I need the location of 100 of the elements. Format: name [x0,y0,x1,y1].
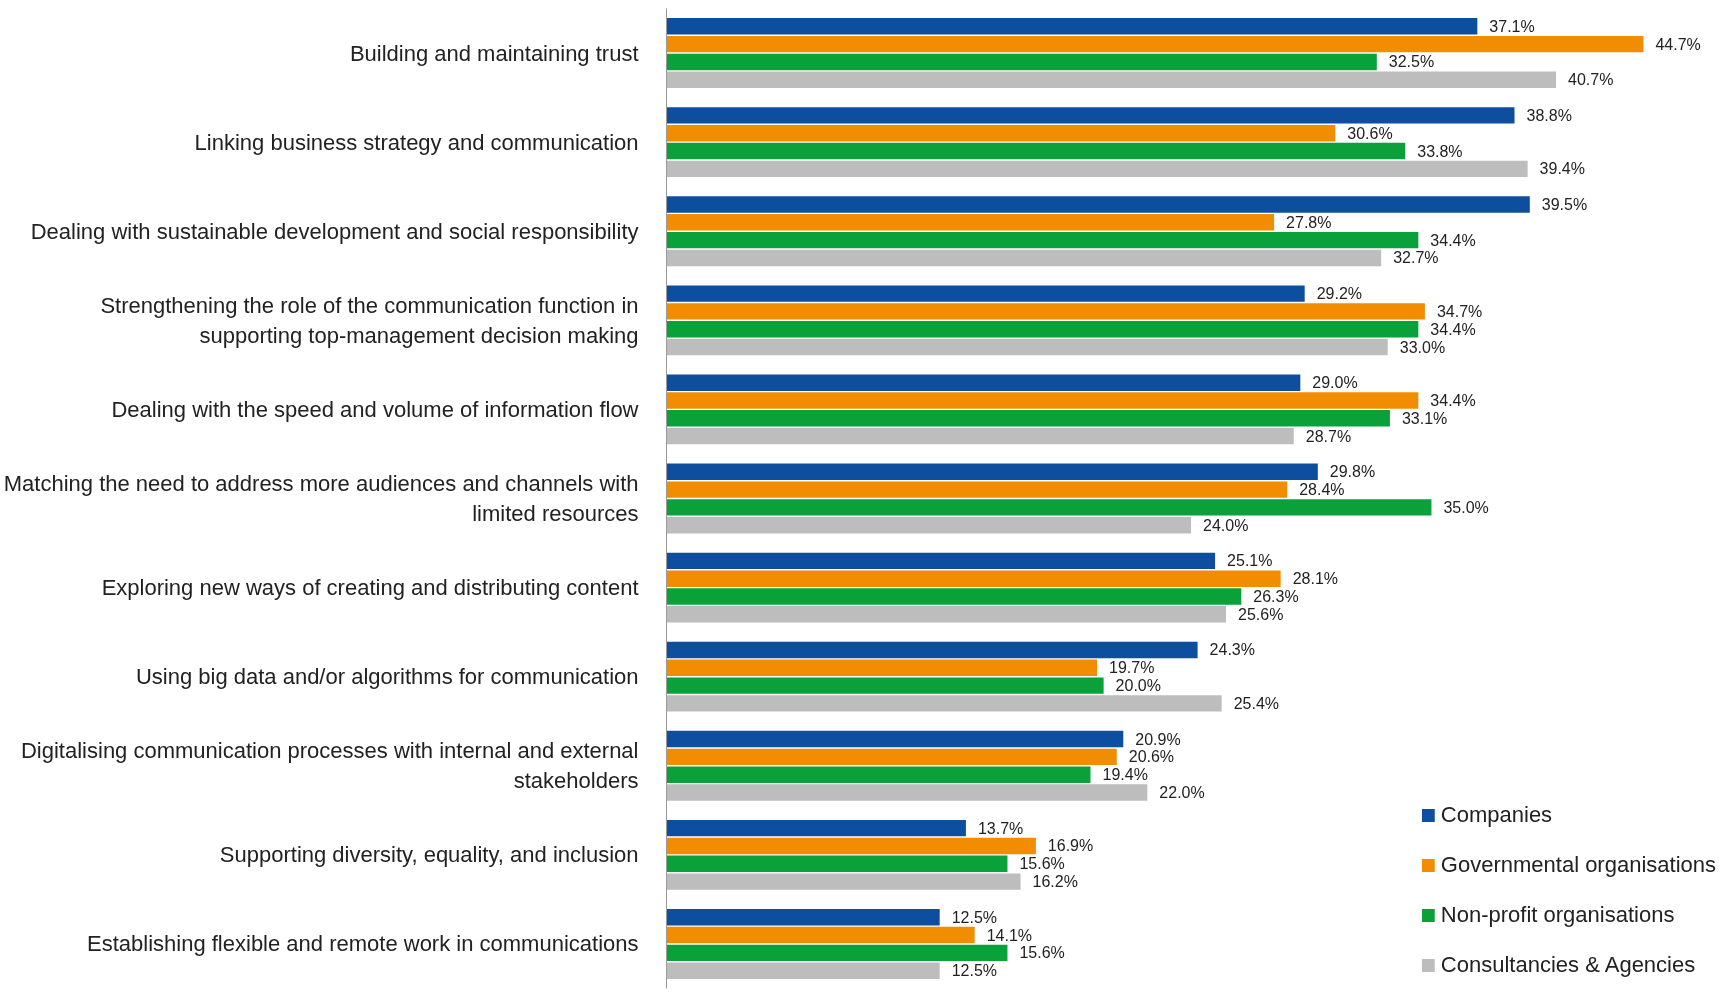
bar [666,909,940,926]
data-label: 34.4% [1430,320,1476,338]
bar [666,71,1557,88]
data-label: 15.6% [1019,855,1065,873]
bar [666,107,1515,124]
data-label: 12.5% [951,962,998,980]
data-label: 38.8% [1526,106,1572,124]
y-tick-label: Digitalising communication processes with internal and external stakeholders [20,738,639,794]
bar [666,837,1036,855]
data-label: 20.6% [1128,748,1175,766]
data-label: 29.8% [1329,463,1376,481]
bar [666,962,940,979]
data-label: 44.7% [1655,35,1701,53]
bar [666,641,1198,659]
legend-label: Consultancies & Agencies [1440,952,1696,978]
bar [666,53,1377,71]
bar [666,659,1098,676]
data-label: 34.4% [1430,231,1476,249]
y-tick-label: Dealing with sustainable development and social responsibility [30,218,639,244]
bar [666,819,966,837]
bar [666,748,1117,766]
data-label: 30.6% [1347,124,1393,142]
bar [666,499,1432,516]
data-label: 25.6% [1238,605,1284,623]
data-label: 24.0% [1203,516,1249,534]
data-label: 28.7% [1305,427,1352,445]
data-label: 22.0% [1159,784,1205,801]
bar [666,926,975,944]
data-label: 20.0% [1115,677,1161,695]
data-label: 35.0% [1443,498,1489,516]
data-label: 32.5% [1388,53,1435,71]
bar [666,855,1008,872]
bar [666,695,1222,712]
legend-label: Governmental organisations [1440,852,1716,878]
data-label: 37.1% [1489,17,1535,35]
y-tick-label: Strengthening the role of the communication function in supporting top-management decision making [100,292,639,348]
data-label: 15.6% [1019,944,1065,962]
data-label: 33.0% [1399,338,1446,356]
data-label: 33.8% [1417,142,1463,160]
bar [666,338,1388,356]
bar [666,730,1124,748]
bar [666,944,1008,962]
bar [666,517,1192,534]
data-label: 28.4% [1299,481,1345,499]
bar [666,303,1425,320]
bar [666,463,1318,480]
y-tick-label: Exploring new ways of creating and distributing content [101,575,639,601]
data-label: 34.7% [1436,302,1483,320]
data-label: 12.5% [951,908,998,926]
data-label: 40.7% [1568,71,1614,89]
data-label: 16.9% [1047,837,1094,855]
data-label: 32.7% [1393,249,1439,267]
data-label: 29.0% [1312,374,1358,392]
bar [666,873,1021,890]
bar [666,427,1294,445]
bar [666,142,1406,160]
bar [666,481,1288,498]
bar [666,784,1148,801]
bar [666,125,1336,142]
bar [666,410,1390,427]
y-tick-label: Supporting diversity, equality, and inclusion [219,842,639,868]
bar [666,160,1528,178]
data-label: 20.9% [1135,730,1181,748]
data-label: 34.4% [1430,392,1476,409]
data-label: 25.4% [1233,694,1280,712]
bar [666,374,1301,391]
bar [666,766,1091,783]
legend-label: Companies [1440,802,1553,828]
data-label: 29.2% [1316,285,1363,303]
bar [666,321,1419,338]
bar [666,18,1478,35]
legend-label: Non-profit organisations [1440,902,1675,928]
bar [666,196,1530,213]
y-tick-label: Linking business strategy and communication [194,129,639,155]
bar [666,677,1104,694]
data-label: 33.1% [1401,409,1448,427]
bar [666,552,1216,570]
data-label: 13.7% [977,819,1024,837]
data-label: 25.1% [1227,552,1273,570]
data-label: 39.5% [1541,196,1588,213]
y-tick-label: Dealing with the speed and volume of information flow [111,396,639,422]
bar [666,588,1242,605]
bar [666,214,1275,231]
bar [666,231,1419,249]
data-label: 19.4% [1102,766,1148,784]
bar [666,35,1644,53]
bar [666,606,1227,623]
data-label: 26.3% [1253,588,1299,605]
bar [666,285,1305,302]
y-tick-label: Using big data and/or algorithms for communication [135,664,639,690]
y-tick-label: Matching the need to address more audiences and channels with limited resources [3,471,639,526]
bar [666,392,1419,409]
data-label: 27.8% [1286,213,1332,231]
y-tick-label: Building and maintaining trust [349,40,639,66]
data-label: 14.1% [986,926,1033,944]
data-label: 39.4% [1539,160,1585,178]
data-label: 28.1% [1292,570,1339,588]
data-label: 16.2% [1032,873,1078,891]
data-label: 24.3% [1209,641,1255,659]
bar [666,249,1382,267]
